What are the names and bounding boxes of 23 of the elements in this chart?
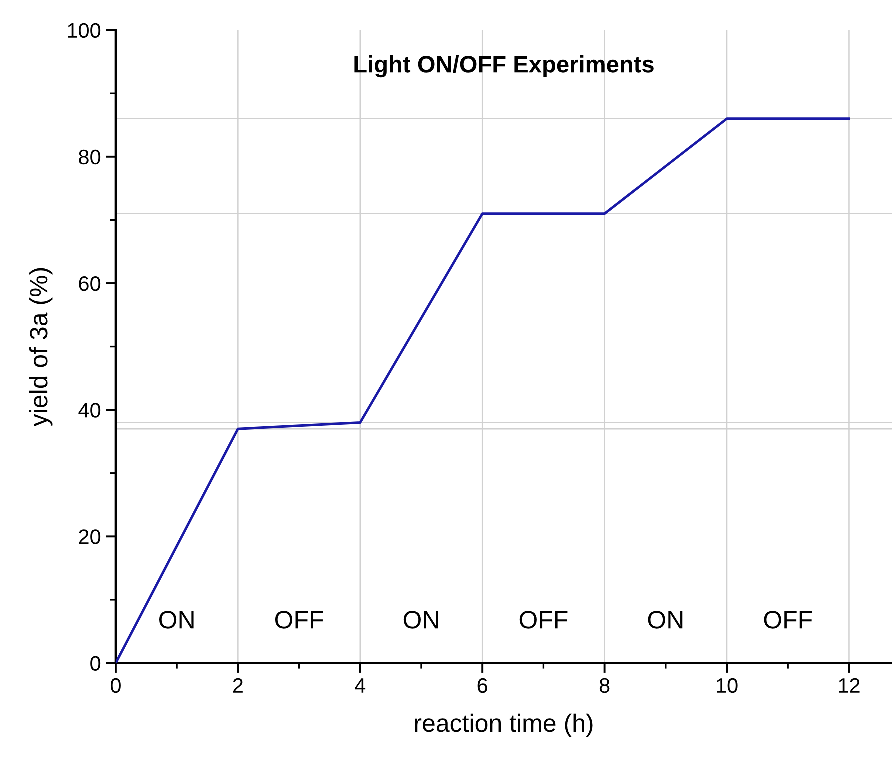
y-tick-label: 0 [90,656,101,672]
y-tick-label: 100 [68,23,101,38]
y-tick-label: 80 [79,150,101,165]
annotation: OFF [275,611,324,629]
x-tick-label: 2 [233,678,243,693]
y-tick-label: 60 [79,276,101,292]
annotation: OFF [764,611,812,629]
text: Light ON/OFF Experiments [354,56,654,78]
x-tick-label: 4 [355,678,366,693]
x-axis-title: reaction time (h) [415,714,593,738]
x-tick-label: 12 [839,678,860,693]
x-tick-label: 8 [600,678,610,694]
x-tick-label: 0 [110,678,121,694]
annotation: OFF [520,611,568,629]
x-tick-label: 10 [717,678,738,694]
y-axis-title: yield of 3a (%) [29,268,53,427]
x-tick-label: 6 [478,678,488,694]
y-tick-label: 40 [78,403,101,418]
annotation: ON [404,611,438,629]
y-tick-label: 20 [79,530,101,544]
line-series [116,118,850,664]
annotation: ON [160,611,194,629]
annotation: ON [648,611,683,629]
